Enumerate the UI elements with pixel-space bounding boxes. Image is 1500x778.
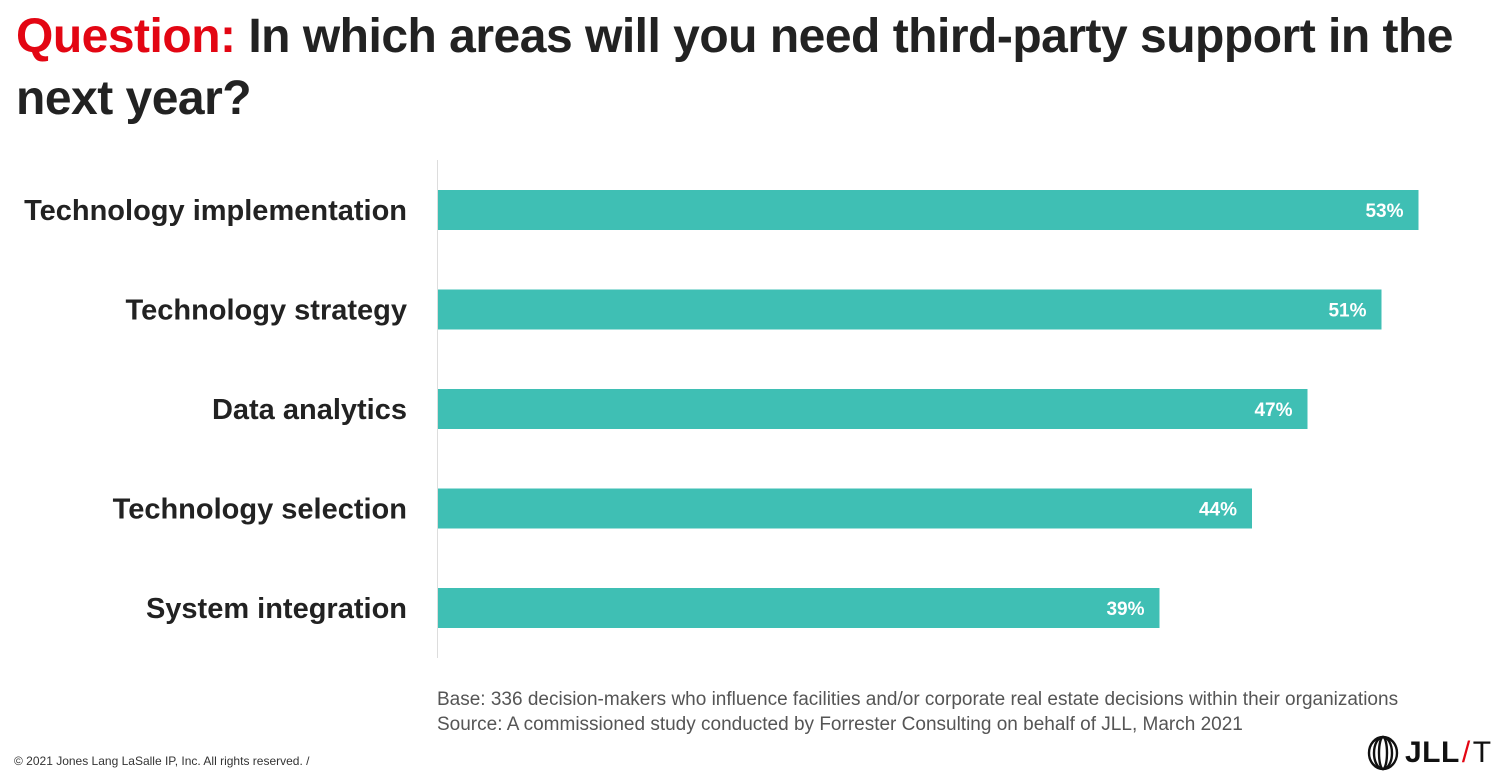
copyright-text: © 2021 Jones Lang LaSalle IP, Inc. All r… bbox=[14, 754, 310, 768]
bar-1 bbox=[438, 289, 1382, 330]
value-label-3: 44% bbox=[1199, 500, 1237, 521]
bars-group: Technology implementation 53% Technology s… bbox=[24, 190, 1419, 628]
bar-chart: Technology implementation 53% Technology s… bbox=[24, 160, 1419, 658]
logo-slash: / bbox=[1461, 736, 1471, 769]
value-label-4: 39% bbox=[1106, 599, 1144, 620]
value-label-1: 51% bbox=[1328, 301, 1366, 322]
bar-4 bbox=[438, 588, 1160, 628]
base-note: Base: 336 decision-makers who influence … bbox=[437, 689, 1399, 710]
bar-3 bbox=[438, 488, 1252, 529]
bar-0 bbox=[438, 190, 1419, 230]
jll-globe-icon bbox=[1367, 735, 1399, 771]
logo-wordmark: JLL/T bbox=[1405, 736, 1492, 770]
logo-jll-text: JLL bbox=[1405, 736, 1460, 769]
logo-suffix: T bbox=[1472, 736, 1492, 769]
value-label-0: 53% bbox=[1365, 201, 1403, 222]
value-label-2: 47% bbox=[1254, 400, 1292, 421]
category-label-3: Technology selection bbox=[113, 494, 407, 526]
question-text: In which areas will you need third-party… bbox=[16, 10, 1454, 125]
source-note: Source: A commissioned study conducted b… bbox=[437, 714, 1243, 735]
jll-logo: JLL/T bbox=[1367, 733, 1492, 773]
category-label-0: Technology implementation bbox=[24, 195, 407, 227]
bar-2 bbox=[438, 389, 1308, 429]
category-label-1: Technology strategy bbox=[126, 295, 407, 327]
category-label-2: Data analytics bbox=[212, 394, 407, 426]
question-label: Question: bbox=[16, 10, 236, 63]
category-label-4: System integration bbox=[146, 593, 407, 625]
page-title: Question: In which areas will you need t… bbox=[16, 6, 1486, 130]
